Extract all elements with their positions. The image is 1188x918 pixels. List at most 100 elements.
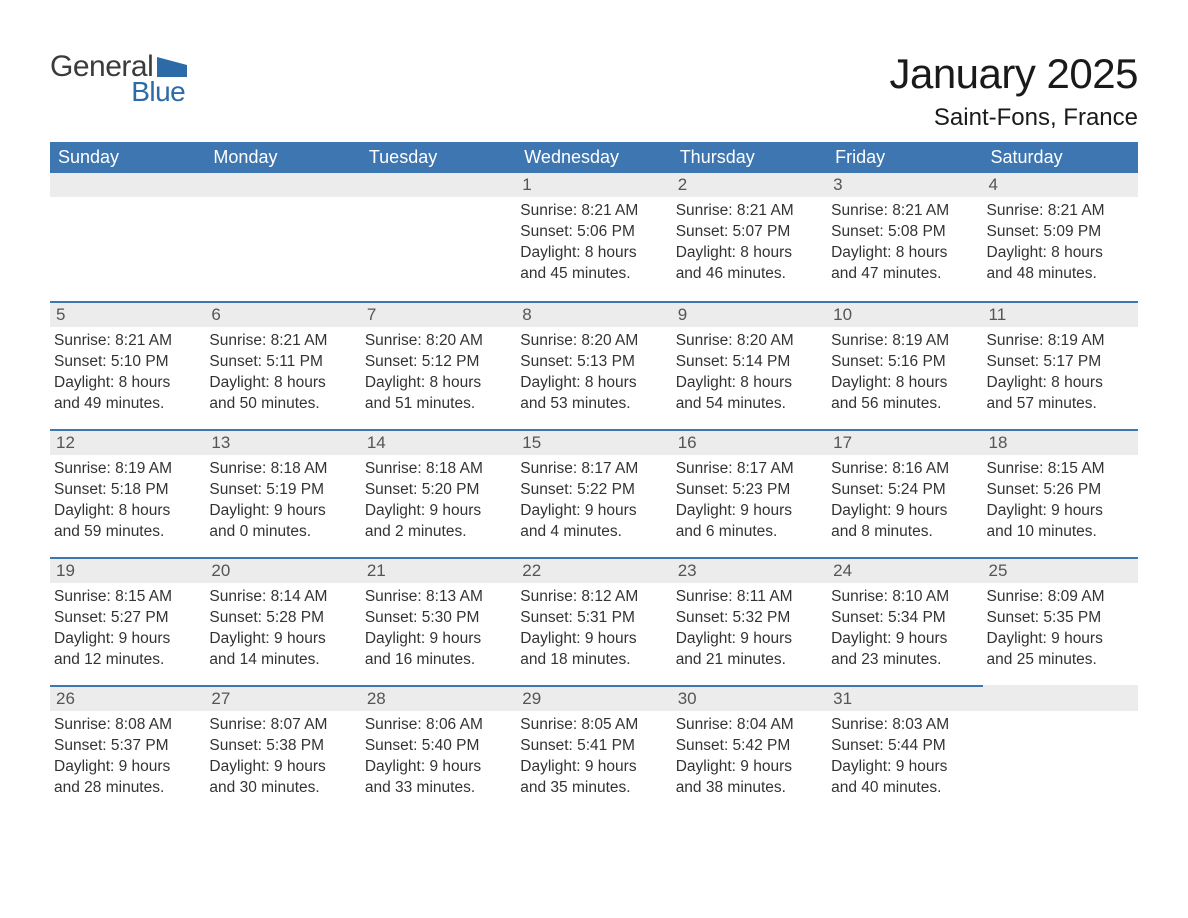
sunrise-line: Sunrise: 8:05 AM [520, 715, 665, 736]
daylight-line: Daylight: 8 hours and 51 minutes. [365, 373, 510, 415]
daylight-line: Daylight: 9 hours and 10 minutes. [987, 501, 1132, 543]
sunrise-line: Sunrise: 8:19 AM [831, 331, 976, 352]
calendar-cell: 19Sunrise: 8:15 AMSunset: 5:27 PMDayligh… [50, 557, 205, 685]
day-number: 17 [827, 429, 982, 455]
sunset-line: Sunset: 5:40 PM [365, 736, 510, 757]
sunrise-line: Sunrise: 8:20 AM [520, 331, 665, 352]
daylight-line: Daylight: 9 hours and 33 minutes. [365, 757, 510, 799]
daylight-line: Daylight: 8 hours and 49 minutes. [54, 373, 199, 415]
day-number: 15 [516, 429, 671, 455]
daylight-line: Daylight: 9 hours and 28 minutes. [54, 757, 199, 799]
weekday-header: Tuesday [361, 142, 516, 173]
daylight-line: Daylight: 8 hours and 45 minutes. [520, 243, 665, 285]
calendar-cell: 8Sunrise: 8:20 AMSunset: 5:13 PMDaylight… [516, 301, 671, 429]
day-number: 3 [827, 173, 982, 197]
day-body: Sunrise: 8:14 AMSunset: 5:28 PMDaylight:… [205, 583, 360, 675]
daylight-line: Daylight: 8 hours and 59 minutes. [54, 501, 199, 543]
day-body: Sunrise: 8:21 AMSunset: 5:07 PMDaylight:… [672, 197, 827, 289]
sunrise-line: Sunrise: 8:21 AM [676, 201, 821, 222]
calendar-cell: 27Sunrise: 8:07 AMSunset: 5:38 PMDayligh… [205, 685, 360, 813]
calendar-cell: 12Sunrise: 8:19 AMSunset: 5:18 PMDayligh… [50, 429, 205, 557]
daylight-line: Daylight: 8 hours and 57 minutes. [987, 373, 1132, 415]
day-body: Sunrise: 8:17 AMSunset: 5:23 PMDaylight:… [672, 455, 827, 547]
weekday-header: Thursday [672, 142, 827, 173]
sunrise-line: Sunrise: 8:18 AM [209, 459, 354, 480]
calendar-cell [361, 173, 516, 301]
calendar-cell: 22Sunrise: 8:12 AMSunset: 5:31 PMDayligh… [516, 557, 671, 685]
calendar-cell [983, 685, 1138, 813]
sunrise-line: Sunrise: 8:21 AM [209, 331, 354, 352]
day-body: Sunrise: 8:18 AMSunset: 5:20 PMDaylight:… [361, 455, 516, 547]
sunset-line: Sunset: 5:37 PM [54, 736, 199, 757]
sunset-line: Sunset: 5:31 PM [520, 608, 665, 629]
sunset-line: Sunset: 5:14 PM [676, 352, 821, 373]
sunrise-line: Sunrise: 8:16 AM [831, 459, 976, 480]
day-number: 26 [50, 685, 205, 711]
day-body: Sunrise: 8:21 AMSunset: 5:09 PMDaylight:… [983, 197, 1138, 289]
day-body: Sunrise: 8:15 AMSunset: 5:27 PMDaylight:… [50, 583, 205, 675]
sunset-line: Sunset: 5:23 PM [676, 480, 821, 501]
sunrise-line: Sunrise: 8:20 AM [676, 331, 821, 352]
weekday-header: Sunday [50, 142, 205, 173]
daylight-line: Daylight: 9 hours and 21 minutes. [676, 629, 821, 671]
calendar-table: SundayMondayTuesdayWednesdayThursdayFrid… [50, 142, 1138, 813]
daylight-line: Daylight: 9 hours and 35 minutes. [520, 757, 665, 799]
calendar-cell: 16Sunrise: 8:17 AMSunset: 5:23 PMDayligh… [672, 429, 827, 557]
day-number-empty [983, 685, 1138, 711]
day-number: 1 [516, 173, 671, 197]
calendar-cell: 14Sunrise: 8:18 AMSunset: 5:20 PMDayligh… [361, 429, 516, 557]
sunrise-line: Sunrise: 8:10 AM [831, 587, 976, 608]
sunset-line: Sunset: 5:41 PM [520, 736, 665, 757]
sunrise-line: Sunrise: 8:17 AM [520, 459, 665, 480]
sunset-line: Sunset: 5:32 PM [676, 608, 821, 629]
day-number: 21 [361, 557, 516, 583]
day-number: 12 [50, 429, 205, 455]
day-body: Sunrise: 8:20 AMSunset: 5:12 PMDaylight:… [361, 327, 516, 419]
sunrise-line: Sunrise: 8:09 AM [987, 587, 1132, 608]
day-body: Sunrise: 8:07 AMSunset: 5:38 PMDaylight:… [205, 711, 360, 803]
day-number: 30 [672, 685, 827, 711]
sunset-line: Sunset: 5:19 PM [209, 480, 354, 501]
weekday-header: Wednesday [516, 142, 671, 173]
calendar-cell: 31Sunrise: 8:03 AMSunset: 5:44 PMDayligh… [827, 685, 982, 813]
daylight-line: Daylight: 9 hours and 14 minutes. [209, 629, 354, 671]
calendar-cell: 30Sunrise: 8:04 AMSunset: 5:42 PMDayligh… [672, 685, 827, 813]
sunrise-line: Sunrise: 8:17 AM [676, 459, 821, 480]
day-number: 20 [205, 557, 360, 583]
day-body: Sunrise: 8:21 AMSunset: 5:10 PMDaylight:… [50, 327, 205, 419]
day-number-empty [50, 173, 205, 197]
sunset-line: Sunset: 5:06 PM [520, 222, 665, 243]
calendar-cell: 23Sunrise: 8:11 AMSunset: 5:32 PMDayligh… [672, 557, 827, 685]
daylight-line: Daylight: 9 hours and 2 minutes. [365, 501, 510, 543]
daylight-line: Daylight: 8 hours and 46 minutes. [676, 243, 821, 285]
logo-flag-icon [157, 57, 187, 77]
day-body: Sunrise: 8:16 AMSunset: 5:24 PMDaylight:… [827, 455, 982, 547]
day-number: 13 [205, 429, 360, 455]
calendar-cell: 28Sunrise: 8:06 AMSunset: 5:40 PMDayligh… [361, 685, 516, 813]
sunset-line: Sunset: 5:09 PM [987, 222, 1132, 243]
day-body: Sunrise: 8:04 AMSunset: 5:42 PMDaylight:… [672, 711, 827, 803]
calendar-cell: 26Sunrise: 8:08 AMSunset: 5:37 PMDayligh… [50, 685, 205, 813]
logo-text-blue: Blue [50, 76, 187, 108]
day-body: Sunrise: 8:19 AMSunset: 5:16 PMDaylight:… [827, 327, 982, 419]
day-number: 18 [983, 429, 1138, 455]
sunrise-line: Sunrise: 8:21 AM [987, 201, 1132, 222]
day-number: 10 [827, 301, 982, 327]
day-number: 31 [827, 685, 982, 711]
day-number: 4 [983, 173, 1138, 197]
calendar-cell: 5Sunrise: 8:21 AMSunset: 5:10 PMDaylight… [50, 301, 205, 429]
sunset-line: Sunset: 5:28 PM [209, 608, 354, 629]
sunrise-line: Sunrise: 8:06 AM [365, 715, 510, 736]
title-block: January 2025 Saint-Fons, France [889, 50, 1138, 132]
calendar-cell: 11Sunrise: 8:19 AMSunset: 5:17 PMDayligh… [983, 301, 1138, 429]
day-number: 29 [516, 685, 671, 711]
day-number: 11 [983, 301, 1138, 327]
sunset-line: Sunset: 5:20 PM [365, 480, 510, 501]
sunset-line: Sunset: 5:42 PM [676, 736, 821, 757]
daylight-line: Daylight: 9 hours and 0 minutes. [209, 501, 354, 543]
sunrise-line: Sunrise: 8:20 AM [365, 331, 510, 352]
sunrise-line: Sunrise: 8:21 AM [54, 331, 199, 352]
daylight-line: Daylight: 8 hours and 50 minutes. [209, 373, 354, 415]
daylight-line: Daylight: 9 hours and 18 minutes. [520, 629, 665, 671]
day-body: Sunrise: 8:09 AMSunset: 5:35 PMDaylight:… [983, 583, 1138, 675]
